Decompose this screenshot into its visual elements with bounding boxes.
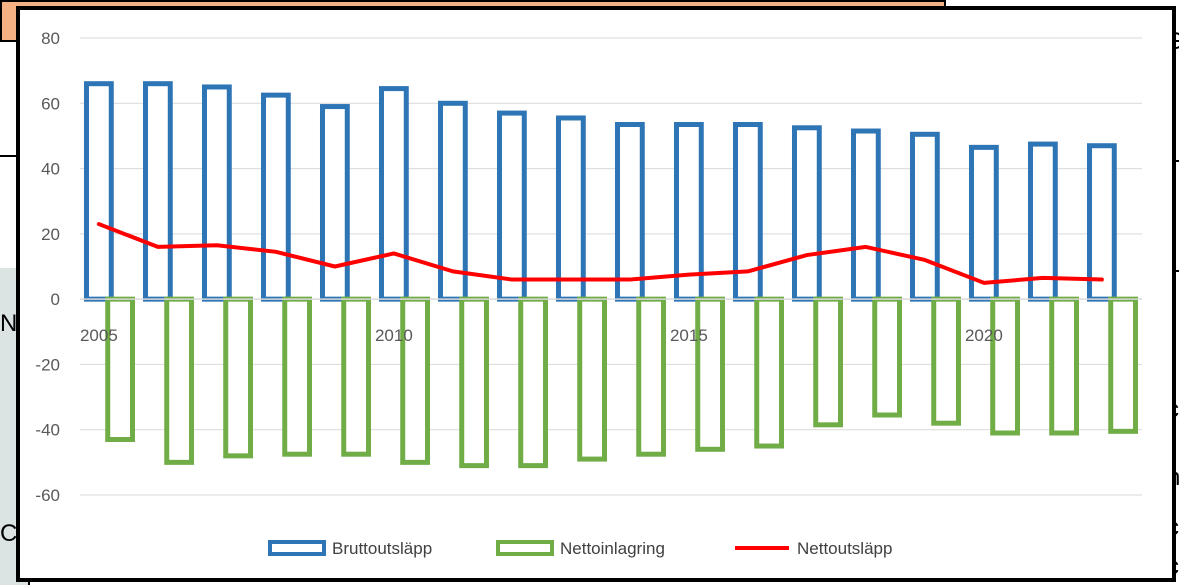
bruttoutslapp-bar bbox=[555, 115, 586, 302]
bruttoutslapp-bar bbox=[319, 104, 350, 302]
x-tick-label: 2005 bbox=[80, 326, 118, 345]
y-axis-ticks: 80 60 40 20 0 -20 -40 -60 bbox=[35, 29, 60, 505]
y-tick-label: 60 bbox=[41, 94, 60, 113]
bruttoutslapp-bars bbox=[83, 81, 1117, 302]
y-tick-label: 80 bbox=[41, 29, 60, 48]
legend: Bruttoutsläpp Nettoinlagring Nettoutsläpp bbox=[268, 539, 892, 558]
legend-label: Nettoinlagring bbox=[560, 539, 665, 558]
background-text-fragment: N bbox=[0, 310, 18, 337]
nettoinlagring-bar bbox=[341, 296, 372, 457]
y-tick-label: -60 bbox=[35, 486, 60, 505]
nettoinlagring-bar bbox=[636, 296, 667, 457]
y-tick-label: 20 bbox=[41, 225, 60, 244]
nettoinlagring-bar bbox=[695, 296, 726, 452]
background-text-fragment: C bbox=[0, 520, 18, 547]
bruttoutslapp-bar bbox=[1086, 143, 1117, 302]
nettoutslapp-line bbox=[96, 222, 1104, 285]
legend-swatch bbox=[268, 540, 326, 556]
background-divider bbox=[0, 155, 20, 157]
y-tick-label: 0 bbox=[51, 290, 60, 309]
bruttoutslapp-bar bbox=[83, 81, 114, 302]
bruttoutslapp-bar bbox=[260, 92, 291, 302]
x-axis-ticks: 2005 2010 2015 2020 bbox=[80, 326, 1003, 345]
nettoinlagring-bar bbox=[518, 296, 549, 469]
nettoinlagring-bar bbox=[223, 296, 254, 459]
bruttoutslapp-bar bbox=[909, 131, 940, 302]
bruttoutslapp-bar bbox=[1027, 141, 1058, 302]
bruttoutslapp-bar bbox=[614, 122, 645, 302]
nettoinlagring-bar bbox=[105, 296, 136, 443]
y-tick-label: 40 bbox=[41, 160, 60, 179]
nettoinlagring-bar bbox=[931, 296, 962, 426]
bruttoutslapp-bar bbox=[496, 110, 527, 302]
bruttoutslapp-bar bbox=[968, 144, 999, 302]
nettoinlagring-bar bbox=[400, 296, 431, 465]
nettoinlagring-bar bbox=[459, 296, 490, 469]
nettoinlagring-bar bbox=[1049, 296, 1080, 436]
nettoinlagring-bar bbox=[1108, 296, 1139, 434]
nettoinlagring-bar bbox=[990, 296, 1021, 436]
bruttoutslapp-bar bbox=[850, 128, 881, 302]
nettoinlagring-bar bbox=[577, 296, 608, 462]
bruttoutslapp-bar bbox=[142, 81, 173, 302]
nettoinlagring-bars bbox=[105, 296, 1139, 469]
grid-lines bbox=[80, 37, 1142, 496]
x-tick-label: 2010 bbox=[375, 326, 413, 345]
nettoinlagring-bar bbox=[282, 296, 313, 457]
x-tick-label: 2020 bbox=[965, 326, 1003, 345]
y-tick-label: -20 bbox=[35, 355, 60, 374]
bruttoutslapp-bar bbox=[378, 86, 409, 302]
nettoinlagring-bar bbox=[754, 296, 785, 449]
nettoinlagring-bar bbox=[813, 296, 844, 428]
legend-label: Bruttoutsläpp bbox=[332, 539, 432, 558]
nettoinlagring-bar bbox=[164, 296, 195, 465]
y-tick-label: -40 bbox=[35, 421, 60, 440]
legend-label: Nettoutsläpp bbox=[797, 539, 892, 558]
nettoinlagring-bar bbox=[872, 296, 903, 418]
bruttoutslapp-bar bbox=[201, 84, 232, 302]
bruttoutslapp-bar bbox=[791, 125, 822, 302]
x-tick-label: 2015 bbox=[670, 326, 708, 345]
legend-swatch bbox=[496, 540, 554, 556]
